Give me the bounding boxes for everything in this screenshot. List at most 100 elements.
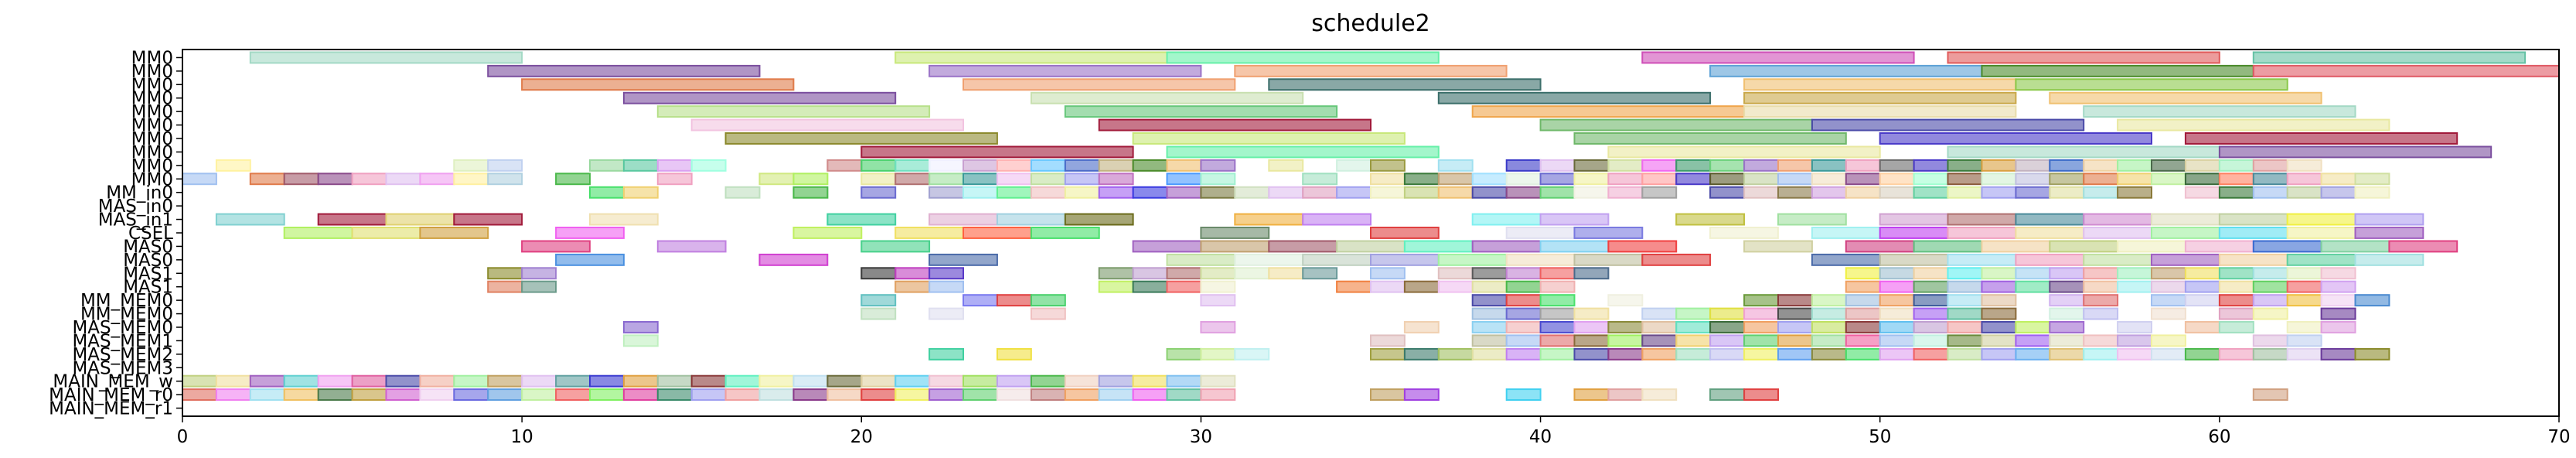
task-bar	[521, 374, 557, 388]
y-tick-label: MAS_MEM0	[72, 318, 173, 338]
task-bar	[2286, 186, 2322, 199]
task-bar	[1200, 388, 1236, 402]
task-bar	[1743, 173, 1780, 186]
task-bar	[1641, 173, 1678, 186]
task-bar	[1268, 186, 1304, 199]
task-bar	[758, 388, 795, 402]
task-bar	[2184, 159, 2220, 172]
task-bar	[1743, 78, 2017, 91]
task-bar	[963, 186, 998, 199]
task-bar	[963, 78, 1236, 91]
task-bar	[1437, 159, 1474, 172]
task-bar	[2320, 347, 2356, 361]
task-bar	[1777, 186, 1813, 199]
task-bar	[2184, 294, 2220, 307]
task-bar	[1471, 173, 1508, 186]
task-bar	[2388, 240, 2458, 253]
task-bar	[1709, 227, 1779, 239]
x-tick-label: 40	[1529, 427, 1552, 447]
y-tick-label: MM0	[131, 142, 173, 162]
task-bar	[1268, 240, 1338, 253]
task-bar	[2049, 347, 2085, 361]
task-bar	[1471, 186, 1508, 199]
y-tick-label: MAS0	[123, 237, 173, 257]
task-bar	[2083, 227, 2152, 239]
task-bar	[589, 388, 625, 402]
task-bar	[2117, 240, 2186, 253]
task-bar	[2117, 118, 2390, 132]
task-bar	[1845, 240, 1915, 253]
task-bar	[1777, 334, 1813, 347]
y-tick-label: MAS1	[123, 264, 173, 284]
task-bar	[1200, 186, 1236, 199]
task-bar	[929, 347, 964, 361]
task-bar	[1471, 347, 1508, 361]
task-bar	[860, 388, 897, 402]
task-bar	[2083, 267, 2119, 280]
task-bar	[1777, 173, 1813, 186]
task-bar	[1947, 145, 2220, 159]
task-bar	[1777, 321, 1813, 333]
task-bar	[792, 227, 863, 239]
task-bar	[1200, 159, 1236, 172]
task-bar	[1743, 186, 1780, 199]
task-bar	[2320, 267, 2356, 280]
task-bar	[622, 159, 659, 172]
task-bar	[555, 388, 591, 402]
task-bar	[2252, 240, 2322, 253]
task-bar	[1064, 388, 1100, 402]
task-bar	[1641, 388, 1678, 402]
task-bar	[2049, 294, 2085, 307]
task-bar	[1811, 186, 1847, 199]
task-bar	[2218, 186, 2254, 199]
task-bar	[1403, 321, 1440, 333]
task-bar	[1607, 294, 1644, 307]
task-bar	[1471, 321, 1508, 333]
task-bar	[1370, 280, 1406, 293]
task-bar	[1947, 307, 1983, 320]
task-bar	[1403, 280, 1440, 293]
x-tick-label: 10	[511, 427, 533, 447]
task-bar	[487, 280, 523, 293]
task-bar	[860, 294, 897, 307]
task-bar	[2015, 78, 2288, 91]
task-bar	[1098, 118, 1371, 132]
y-tick-label: MAS0	[123, 251, 173, 271]
task-bar	[2320, 173, 2356, 186]
task-bar	[2083, 294, 2119, 307]
task-bar	[2320, 307, 2356, 320]
task-bar	[1913, 321, 1949, 333]
task-bar	[2049, 321, 2085, 333]
task-bar	[2083, 159, 2119, 172]
task-bar	[1098, 173, 1134, 186]
task-bar	[1675, 213, 1745, 226]
task-bar	[2151, 347, 2186, 361]
task-bar	[1777, 159, 1813, 172]
task-bar	[1811, 227, 1881, 239]
task-bar	[555, 253, 625, 266]
task-bar	[1064, 105, 1338, 118]
task-bar	[1811, 173, 1847, 186]
task-bar	[2218, 213, 2288, 226]
task-bar	[1879, 280, 1915, 293]
task-bar	[724, 374, 761, 388]
task-bar	[1573, 347, 1610, 361]
task-bar	[249, 388, 285, 402]
task-bar	[2354, 347, 2390, 361]
task-bar	[2320, 240, 2390, 253]
task-bar	[1370, 173, 1406, 186]
task-bar	[1675, 347, 1712, 361]
task-bar	[1505, 186, 1542, 199]
task-bar	[2218, 159, 2254, 172]
task-bar	[1166, 159, 1202, 172]
task-bar	[1981, 186, 2017, 199]
task-bar	[1743, 159, 1780, 172]
task-bar	[317, 173, 353, 186]
task-bar	[1879, 307, 1915, 320]
task-bar	[1573, 173, 1610, 186]
task-bar	[963, 173, 998, 186]
task-bar	[1370, 253, 1440, 266]
task-bar	[2286, 267, 2322, 280]
task-bar	[1743, 347, 1780, 361]
task-bar	[487, 374, 523, 388]
